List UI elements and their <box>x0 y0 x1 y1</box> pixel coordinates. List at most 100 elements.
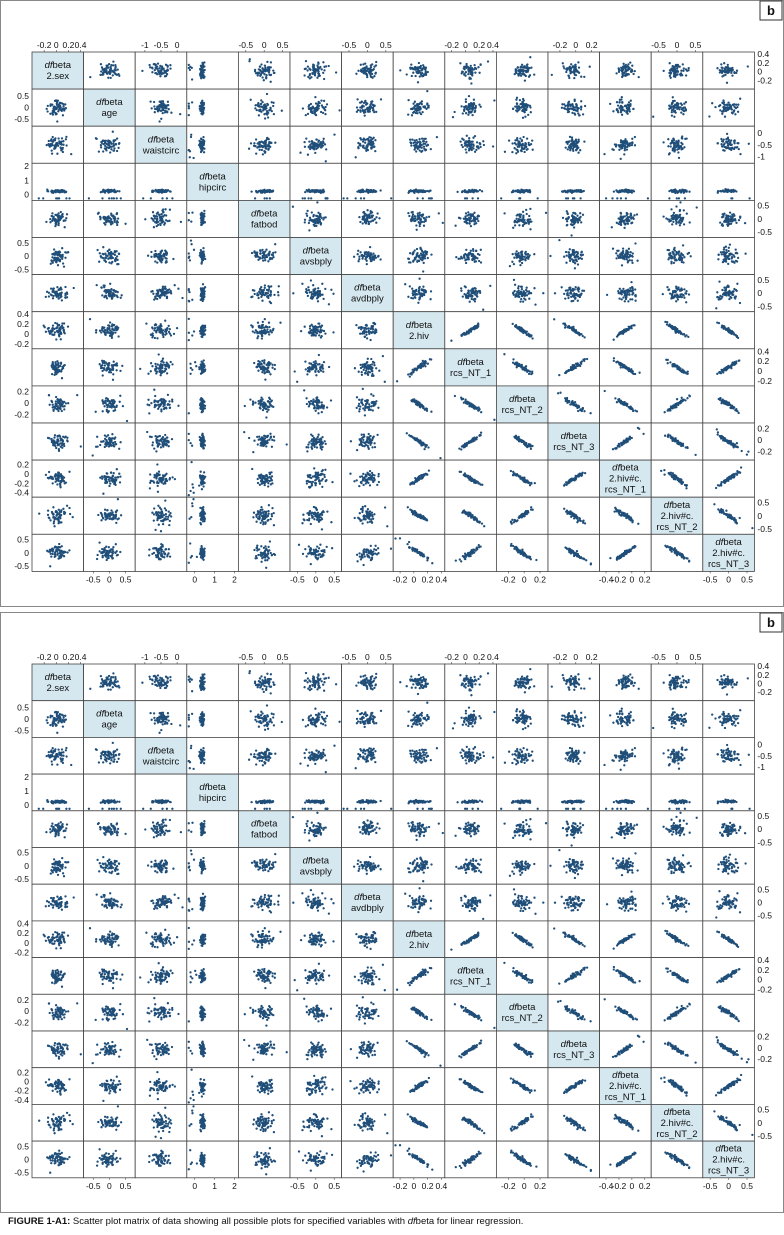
scatter-point <box>249 98 252 101</box>
scatter-point <box>415 150 418 153</box>
scatter-point <box>524 259 527 262</box>
scatter-point <box>268 197 271 200</box>
scatter-point <box>471 104 475 107</box>
scatter-point <box>678 190 681 193</box>
scatter-point <box>725 254 728 258</box>
scatter-point <box>51 140 54 143</box>
scatter-point <box>160 212 163 216</box>
scatter-point <box>45 143 48 147</box>
scatter-point <box>310 211 313 214</box>
scatter-point <box>418 224 421 228</box>
scatter-point <box>671 223 674 226</box>
scatter-point <box>313 74 317 77</box>
scatter-point <box>520 63 524 66</box>
scatter-point <box>362 111 366 114</box>
scatter-point <box>721 66 724 70</box>
scatter-point <box>377 254 380 258</box>
scatter-point <box>633 214 636 217</box>
scatter-point <box>119 296 122 299</box>
scatter-point <box>304 190 307 194</box>
scatter-point <box>425 216 428 219</box>
scatter-point <box>160 72 164 75</box>
scatter-point <box>357 249 360 252</box>
scatter-point <box>626 72 630 76</box>
scatter-point <box>714 105 717 109</box>
scatter-point <box>307 105 310 108</box>
scatter-point <box>724 245 728 248</box>
scatter-point <box>729 107 732 110</box>
scatter-point <box>165 106 168 110</box>
scatter-point <box>202 101 205 105</box>
scatter-point <box>679 102 683 105</box>
scatter-point <box>113 147 116 150</box>
scatter-point <box>464 105 468 108</box>
scatter-point <box>679 106 682 109</box>
scatter-point <box>474 107 477 110</box>
scatter-point <box>747 142 750 145</box>
scatter-point <box>312 63 315 66</box>
scatter-point <box>528 143 531 147</box>
scatter-point <box>96 248 99 252</box>
scatter-point <box>519 149 523 152</box>
scatter-point <box>372 252 375 255</box>
scatter-point <box>583 104 587 108</box>
scatter-point <box>367 70 370 73</box>
scatter-point <box>727 189 730 193</box>
diag-label-beta: beta <box>259 208 278 219</box>
scatter-point <box>577 257 580 261</box>
scatter-point <box>102 142 105 146</box>
scatter-point <box>101 197 104 200</box>
scatter-point <box>413 139 416 142</box>
scatter-point <box>520 106 523 109</box>
scatter-point <box>727 257 731 260</box>
scatter-point <box>620 146 623 149</box>
scatter-point <box>735 221 738 225</box>
diag-label-variable: fatbod <box>251 219 277 230</box>
scatter-point <box>62 103 65 106</box>
scatter-point <box>117 252 121 256</box>
scatter-point <box>325 148 328 151</box>
scatter-point <box>263 103 267 106</box>
scatter-point <box>112 197 116 200</box>
scatter-point <box>265 110 269 113</box>
scatter-cell <box>289 162 342 201</box>
scatter-point <box>733 71 736 74</box>
scatter-point <box>719 221 722 224</box>
scatter-point <box>682 209 685 212</box>
diag-label-dfbeta: dfbeta <box>45 60 72 71</box>
scatter-point <box>257 102 260 105</box>
scatter-point <box>683 102 686 105</box>
scatter-point <box>422 142 425 145</box>
scatter-point <box>201 65 205 69</box>
scatter-point <box>203 147 206 150</box>
scatter-point <box>54 107 57 110</box>
scatter-point <box>315 68 319 71</box>
scatter-point <box>263 117 267 120</box>
scatter-point <box>155 67 158 70</box>
scatter-point <box>722 99 725 102</box>
scatter-point <box>169 291 172 294</box>
scatter-point <box>317 140 320 144</box>
scatter-point <box>199 248 203 252</box>
scatter-point <box>411 215 414 218</box>
scatter-point <box>518 255 521 258</box>
scatter-point <box>622 66 625 69</box>
diag-label-dfbeta: dfbeta <box>148 134 175 145</box>
scatter-point <box>190 66 193 70</box>
scatter-point <box>261 67 264 70</box>
scatter-point <box>689 255 692 258</box>
scatter-point <box>188 156 191 159</box>
scatter-point <box>168 219 171 222</box>
scatter-point <box>160 65 164 68</box>
scatter-point <box>291 205 295 208</box>
scatter-point <box>428 189 431 192</box>
scatter-point <box>412 260 415 263</box>
scatter-point <box>412 102 415 105</box>
scatter-point <box>528 188 531 192</box>
scatter-point <box>323 65 326 68</box>
scatter-point <box>314 102 318 105</box>
scatter-point <box>47 139 50 143</box>
scatter-point <box>562 65 565 68</box>
scatter-point <box>100 141 103 145</box>
scatter-point <box>179 220 183 224</box>
